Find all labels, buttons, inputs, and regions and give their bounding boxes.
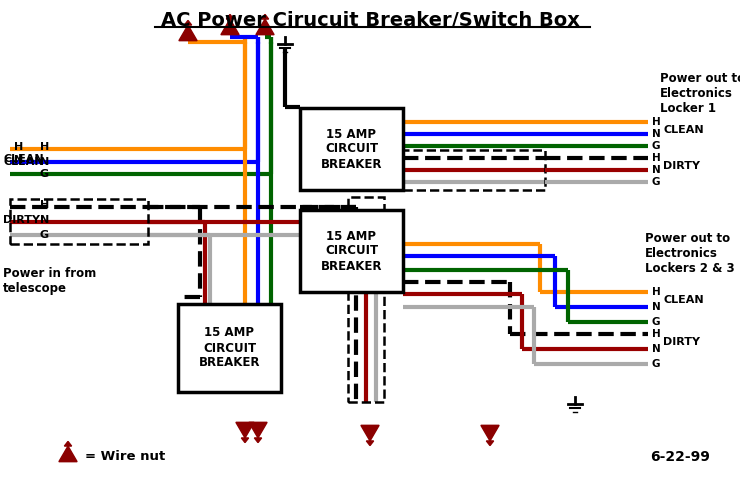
Text: G: G <box>652 359 661 369</box>
Text: G: G <box>652 177 661 187</box>
Text: N: N <box>14 155 23 165</box>
Text: H: H <box>652 287 661 297</box>
Text: CLEAN: CLEAN <box>3 157 44 167</box>
Text: N: N <box>40 215 50 225</box>
Polygon shape <box>179 25 197 41</box>
Text: = Wire nut: = Wire nut <box>85 451 165 463</box>
Text: AC Power Cirucuit Breaker/Switch Box: AC Power Cirucuit Breaker/Switch Box <box>161 11 579 30</box>
Bar <box>403 150 545 190</box>
Text: Power out to
Electronics
Locker 1: Power out to Electronics Locker 1 <box>660 72 740 115</box>
Text: G: G <box>652 141 661 151</box>
Bar <box>348 197 384 402</box>
Text: N: N <box>652 302 661 312</box>
Text: CLEAN: CLEAN <box>663 125 704 135</box>
Polygon shape <box>64 441 72 446</box>
Bar <box>178 304 281 392</box>
Polygon shape <box>249 422 267 438</box>
Text: G: G <box>40 169 49 179</box>
Text: 6-22-99: 6-22-99 <box>650 450 710 464</box>
Text: H: H <box>40 142 50 152</box>
Text: 15 AMP
CIRCUIT
BREAKER: 15 AMP CIRCUIT BREAKER <box>320 229 383 273</box>
Text: 15 AMP
CIRCUIT
BREAKER: 15 AMP CIRCUIT BREAKER <box>199 327 260 369</box>
Text: N: N <box>652 129 661 139</box>
Text: Power in from
telescope: Power in from telescope <box>3 267 96 295</box>
Text: G: G <box>652 317 661 327</box>
Text: H: H <box>652 153 661 163</box>
Polygon shape <box>256 19 274 34</box>
Polygon shape <box>221 19 239 34</box>
Text: 15 AMP
CIRCUIT
BREAKER: 15 AMP CIRCUIT BREAKER <box>320 127 383 171</box>
Bar <box>10 199 148 244</box>
Text: N: N <box>40 157 50 167</box>
Text: Power out to
Electronics
Lockers 2 & 3: Power out to Electronics Lockers 2 & 3 <box>645 232 735 275</box>
Text: N: N <box>652 165 661 175</box>
Polygon shape <box>361 425 379 441</box>
Polygon shape <box>261 14 269 19</box>
Polygon shape <box>184 20 192 25</box>
Polygon shape <box>59 446 77 461</box>
Bar <box>300 210 403 292</box>
Text: DIRTY: DIRTY <box>3 215 40 225</box>
Text: N: N <box>652 344 661 354</box>
Text: CLEAN: CLEAN <box>3 154 44 164</box>
Text: CLEAN: CLEAN <box>663 295 704 305</box>
Polygon shape <box>366 441 374 446</box>
Text: H: H <box>14 142 23 152</box>
Bar <box>300 108 403 190</box>
Text: H: H <box>652 329 661 339</box>
Polygon shape <box>481 425 499 441</box>
Text: DIRTY: DIRTY <box>663 161 700 171</box>
Polygon shape <box>241 438 249 443</box>
Text: DIRTY: DIRTY <box>663 337 700 347</box>
Polygon shape <box>236 422 254 438</box>
Polygon shape <box>226 14 234 19</box>
Text: H: H <box>652 117 661 127</box>
Text: H: H <box>40 200 50 210</box>
Polygon shape <box>255 438 262 443</box>
Polygon shape <box>486 441 494 446</box>
Text: G: G <box>40 230 49 240</box>
